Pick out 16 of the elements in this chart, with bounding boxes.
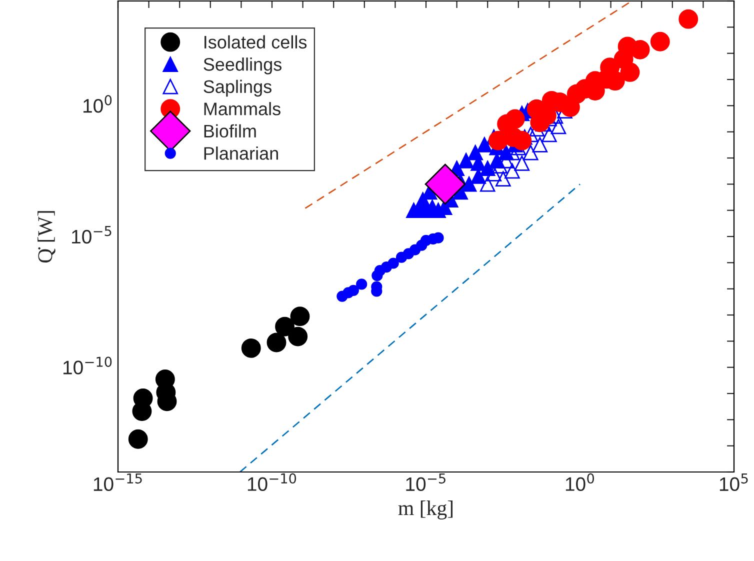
legend-label: Mammals (204, 102, 280, 116)
legend-label: Planarian (204, 146, 278, 160)
y-axis-title: Q̇ [W] (38, 211, 56, 263)
x-tick-label: 10$^{−5}$ (406, 473, 446, 492)
legend-label: Biofilm (204, 124, 256, 138)
x-tick-label: 10$^{0}$ (566, 473, 594, 491)
legend-label: Seedlings (204, 58, 282, 74)
x-tick-label: 10$^{−10}$ (248, 473, 296, 491)
legend-label: Isolated cells (204, 35, 307, 49)
x-tick-label: 10$^{5}$ (720, 473, 748, 492)
y-tick-label: 10$^{−5}$ (72, 226, 112, 244)
y-tick-label: 10$^{0}$ (84, 95, 112, 113)
legend-label: Saplings (204, 80, 272, 97)
x-axis-title: m [kg] (398, 500, 453, 520)
x-tick-label: 10$^{−15}$ (94, 473, 142, 492)
y-tick-label: 10$^{−10}$ (63, 356, 112, 374)
